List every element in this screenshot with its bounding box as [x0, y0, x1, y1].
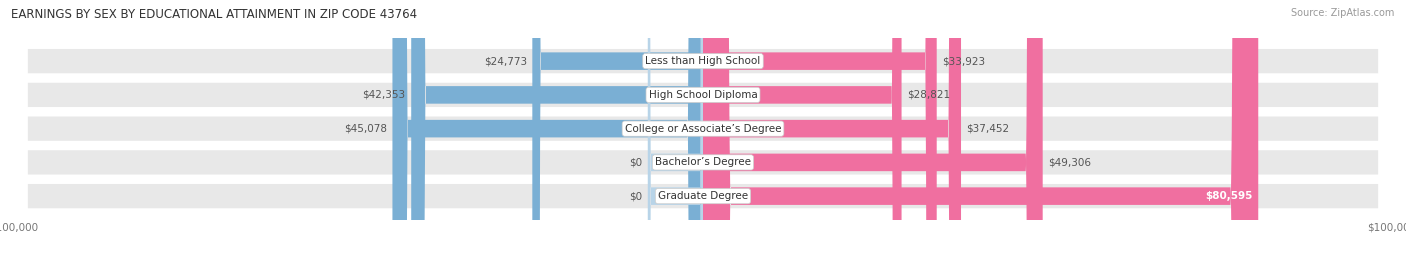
FancyBboxPatch shape	[392, 0, 703, 268]
Text: $80,595: $80,595	[1205, 191, 1253, 201]
Text: $24,773: $24,773	[484, 56, 527, 66]
Text: $0: $0	[630, 157, 643, 168]
Text: $37,452: $37,452	[966, 124, 1010, 134]
Text: $0: $0	[630, 191, 643, 201]
FancyBboxPatch shape	[703, 0, 936, 268]
FancyBboxPatch shape	[648, 0, 703, 268]
Text: $49,306: $49,306	[1049, 157, 1091, 168]
FancyBboxPatch shape	[648, 0, 703, 268]
Text: $42,353: $42,353	[363, 90, 406, 100]
FancyBboxPatch shape	[703, 0, 901, 268]
FancyBboxPatch shape	[703, 0, 1258, 268]
FancyBboxPatch shape	[533, 0, 703, 268]
Text: Bachelor’s Degree: Bachelor’s Degree	[655, 157, 751, 168]
Text: Source: ZipAtlas.com: Source: ZipAtlas.com	[1291, 8, 1395, 18]
FancyBboxPatch shape	[28, 184, 1378, 208]
FancyBboxPatch shape	[28, 150, 1378, 174]
Text: College or Associate’s Degree: College or Associate’s Degree	[624, 124, 782, 134]
Text: Less than High School: Less than High School	[645, 56, 761, 66]
Text: $33,923: $33,923	[942, 56, 986, 66]
Text: $45,078: $45,078	[344, 124, 387, 134]
FancyBboxPatch shape	[703, 0, 1043, 268]
Text: High School Diploma: High School Diploma	[648, 90, 758, 100]
Text: Graduate Degree: Graduate Degree	[658, 191, 748, 201]
FancyBboxPatch shape	[28, 117, 1378, 141]
Text: EARNINGS BY SEX BY EDUCATIONAL ATTAINMENT IN ZIP CODE 43764: EARNINGS BY SEX BY EDUCATIONAL ATTAINMEN…	[11, 8, 418, 21]
Text: $28,821: $28,821	[907, 90, 950, 100]
FancyBboxPatch shape	[28, 49, 1378, 73]
FancyBboxPatch shape	[411, 0, 703, 268]
FancyBboxPatch shape	[28, 83, 1378, 107]
FancyBboxPatch shape	[703, 0, 962, 268]
